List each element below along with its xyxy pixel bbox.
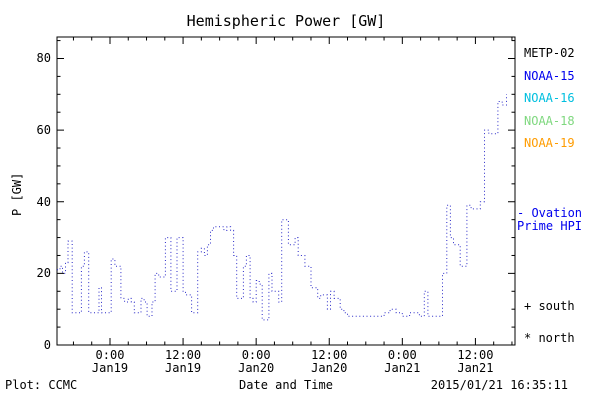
legend-item-metp02: METP-02	[524, 46, 575, 60]
chart-title: Hemispheric Power [GW]	[186, 12, 386, 30]
legend-item-noaa18: NOAA-18	[524, 113, 575, 128]
y-tick-label: 60	[36, 123, 51, 138]
ovation-line1: - Ovation	[517, 206, 583, 220]
x-tick-label: 0:00 Jan20	[238, 348, 275, 375]
x-tick-label: 12:00 Jan20	[311, 348, 348, 375]
x-tick-label: 0:00 Jan19	[91, 348, 129, 375]
y-tick-label: 80	[36, 51, 51, 66]
y-tick-label: 0	[43, 338, 51, 352]
marker-legend-north: * north	[524, 331, 575, 345]
timestamp: 2015/01/21 16:35:11	[430, 378, 568, 392]
plot-credit: Plot: CCMC	[5, 378, 78, 392]
legend-item-noaa19: NOAA-19	[524, 136, 575, 150]
x-tick-label: 0:00 Jan21	[384, 348, 421, 375]
legend-item-noaa15: NOAA-15	[524, 68, 575, 83]
legend-item-noaa16: NOAA-16	[524, 91, 575, 105]
x-axis-title: Date and Time	[239, 378, 333, 392]
ovation-line2: Prime HPI	[517, 219, 583, 233]
satellite-legend: METP-02 NOAA-15 NOAA-16 NOAA-18 NOAA-19	[524, 42, 575, 155]
series-label-ovation-prime-hpi: - Ovation Prime HPI	[517, 207, 582, 233]
y-tick-label: 40	[36, 194, 51, 209]
x-tick-label: 12:00 Jan19	[165, 348, 202, 375]
marker-legend-south: + south	[524, 299, 575, 313]
y-tick-label: 20	[36, 266, 51, 281]
x-tick-label: 12:00 Jan21	[457, 348, 494, 375]
